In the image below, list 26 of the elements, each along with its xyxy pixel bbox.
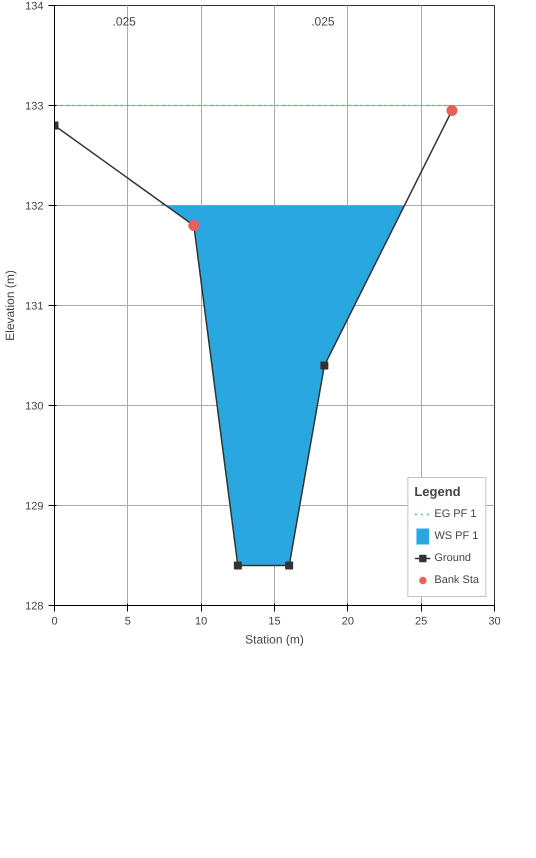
legend-label: Bank Sta	[434, 574, 479, 586]
x-tick-label: 10	[195, 616, 208, 628]
annotation: .025	[311, 14, 335, 28]
y-tick-label: 132	[25, 200, 44, 212]
point	[320, 362, 328, 370]
legend-title: Legend	[414, 484, 462, 499]
x-tick-label: 20	[342, 616, 354, 628]
annotation: .025	[112, 14, 136, 28]
y-tick-label: 131	[25, 300, 44, 312]
y-tick-label: 128	[25, 600, 44, 612]
x-tick-label: 0	[51, 616, 58, 628]
x-tick-label: 25	[415, 616, 428, 628]
point	[285, 562, 294, 570]
legend-label: Ground	[434, 552, 472, 564]
x-tick-label: 30	[488, 616, 501, 628]
y-tick-label: 129	[25, 500, 44, 512]
y-tick-label: 134	[25, 0, 44, 12]
legend-label: WS PF 1	[434, 530, 478, 542]
y-axis-title: Elevation (m)	[3, 270, 18, 341]
y-tick-label: 130	[25, 400, 44, 412]
y-tick-label: 133	[25, 100, 44, 112]
point	[234, 562, 242, 570]
x-axis-title: Station (m)	[245, 632, 304, 646]
x-tick-label: 15	[268, 616, 281, 628]
legend-label: EG PF 1	[434, 508, 477, 520]
x-tick-label: 5	[124, 616, 131, 628]
